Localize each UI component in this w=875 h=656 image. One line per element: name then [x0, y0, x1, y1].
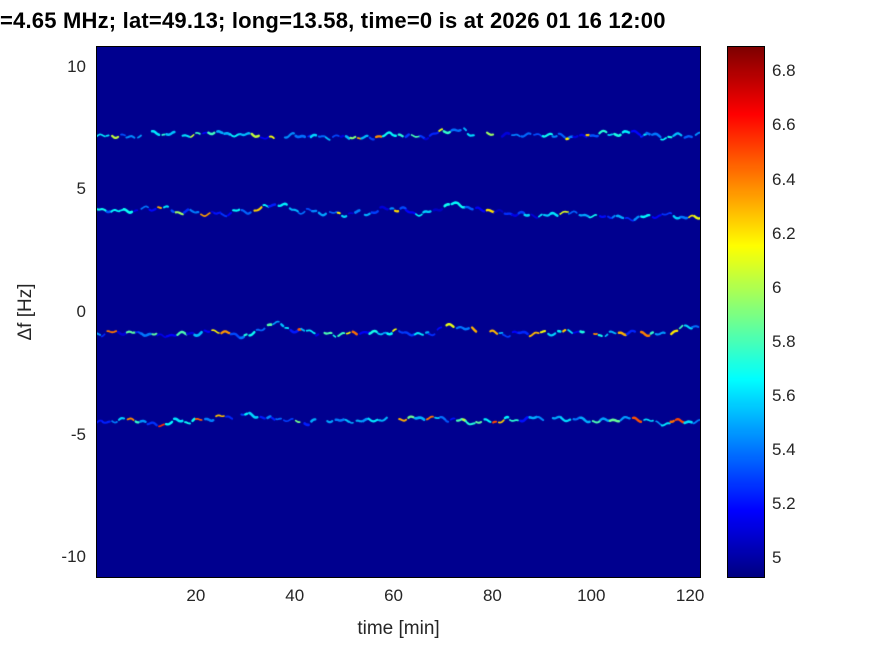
colorbar-tick-label: 6.8 [772, 61, 796, 81]
x-axis-label: time [min] [357, 618, 440, 639]
x-tick-label: 60 [384, 586, 403, 605]
colorbar-tick-label: 6.6 [772, 115, 796, 135]
y-tick-label: 0 [76, 302, 86, 321]
heatmap-plot-canvas [96, 46, 701, 578]
colorbar-tick-label: 5.2 [772, 493, 796, 513]
x-tick-label: 100 [577, 586, 606, 605]
x-tick-label: 40 [285, 586, 305, 605]
y-axis-label: Δf [Hz] [15, 283, 36, 341]
y-tick-label: -10 [61, 547, 86, 567]
plot-title: =4.65 MHz; lat=49.13; long=13.58, time=0… [0, 8, 666, 33]
x-tick-label: 120 [675, 586, 705, 605]
colorbar-tick-label: 6 [772, 277, 782, 297]
y-tick-label: 5 [76, 179, 86, 199]
x-tick-label: 20 [186, 586, 206, 605]
colorbar-tick-label: 5.8 [772, 331, 796, 351]
colorbar-tick-label: 5 [772, 548, 782, 568]
colorbar-tick-label: 5.4 [772, 439, 796, 459]
y-tick-label: -5 [70, 424, 86, 444]
colorbar-tick-label: 5.6 [772, 385, 796, 405]
y-tick-label: 10 [67, 56, 86, 76]
colorbar-tick-label: 6.4 [772, 169, 796, 189]
x-tick-label: 80 [482, 586, 502, 605]
colorbar-tick-label: 6.2 [772, 223, 796, 243]
colorbar-canvas [727, 46, 765, 578]
